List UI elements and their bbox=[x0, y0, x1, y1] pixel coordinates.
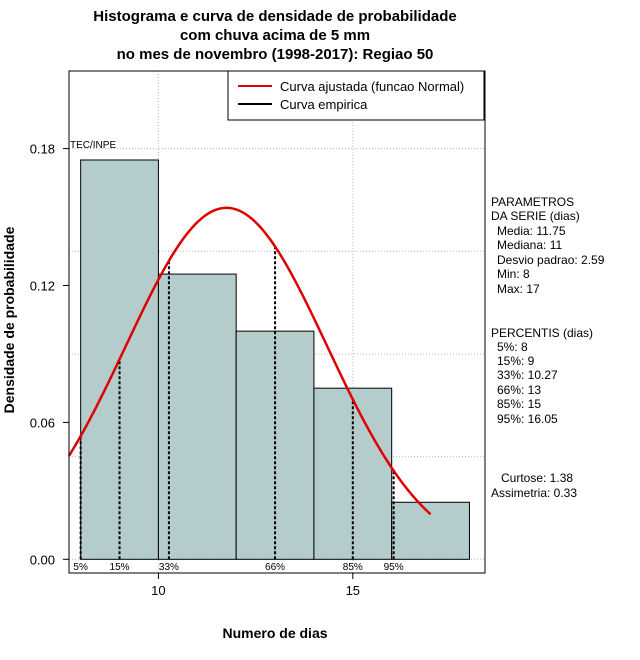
histogram-bars bbox=[80, 159, 470, 560]
params-title-2: DA SERIE (dias) bbox=[491, 209, 580, 223]
percentile-label-5: 5% bbox=[73, 562, 88, 573]
percentile-label-33: 33% bbox=[159, 562, 179, 573]
percentile-label-85: 85% bbox=[343, 562, 363, 573]
y-axis-label: Densidade de probabilidade bbox=[1, 226, 17, 413]
histogram-bar-5 bbox=[391, 501, 470, 560]
histogram-bar-3 bbox=[235, 330, 315, 560]
y-tick-label-3: 0.18 bbox=[30, 142, 55, 157]
legend-box bbox=[227, 70, 485, 121]
legend-label-normal: Curva ajustada (funcao Normal) bbox=[280, 79, 464, 94]
normal-curve bbox=[67, 206, 432, 516]
param-max: Max: 17 bbox=[497, 282, 540, 296]
tec-inpe-annotation: TEC/INPE bbox=[70, 140, 116, 151]
x-tick-label-15: 15 bbox=[346, 583, 360, 598]
param-mediana: Mediana: 11 bbox=[497, 238, 562, 252]
normal-fit-curve bbox=[67, 206, 432, 516]
kurtosis: Curtose: 1.38 bbox=[501, 471, 573, 485]
param-min: Min: 8 bbox=[497, 267, 530, 281]
percentile-33: 33%: 10.27 bbox=[497, 368, 558, 382]
chart-title-line-2: com chuva acima de 5 mm bbox=[180, 27, 370, 44]
percentile-66: 66%: 13 bbox=[497, 383, 541, 397]
percentiles-title: PERCENTIS (dias) bbox=[491, 326, 593, 340]
x-tick-label-10: 10 bbox=[151, 583, 165, 598]
param-media: Media: 11.75 bbox=[497, 224, 566, 238]
percentile-lines: 5% 15% 33% 66% 85% 95% bbox=[73, 246, 404, 573]
param-desvio: Desvio padrao: 2.59 bbox=[497, 253, 605, 267]
percentile-label-15: 15% bbox=[110, 562, 130, 573]
legend: Curva ajustada (funcao Normal) Curva emp… bbox=[227, 70, 485, 121]
chart-title-line-1: Histograma e curva de densidade de proba… bbox=[93, 8, 456, 25]
percentile-95: 95%: 16.05 bbox=[497, 412, 558, 426]
params-title-1: PARAMETROS bbox=[491, 195, 574, 209]
percentile-label-66: 66% bbox=[265, 562, 285, 573]
axes: 10 15 0.00 0.06 0.12 0.18 bbox=[30, 142, 360, 598]
histogram-bar-2 bbox=[157, 273, 237, 560]
x-axis-label: Numero de dias bbox=[222, 625, 327, 641]
percentile-label-95: 95% bbox=[384, 562, 404, 573]
y-tick-label-2: 0.12 bbox=[30, 278, 55, 293]
skewness: Assimetria: 0.33 bbox=[491, 486, 577, 500]
percentile-5: 5%: 8 bbox=[497, 340, 528, 354]
side-panel: PARAMETROS DA SERIE (dias) Media: 11.75 … bbox=[491, 195, 605, 500]
y-tick-label-0: 0.00 bbox=[30, 552, 55, 567]
percentile-15: 15%: 9 bbox=[497, 354, 535, 368]
y-tick-label-1: 0.06 bbox=[30, 415, 55, 430]
legend-label-empirical: Curva empirica bbox=[280, 97, 368, 112]
percentile-85: 85%: 15 bbox=[497, 397, 541, 411]
chart-title-line-3: no mes de novembro (1998-2017): Regiao 5… bbox=[117, 46, 434, 63]
